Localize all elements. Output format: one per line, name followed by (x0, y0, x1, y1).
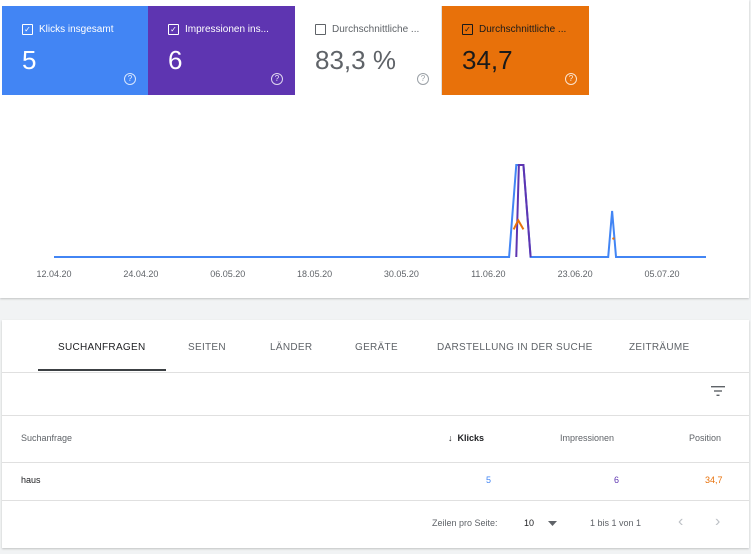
help-icon[interactable]: ? (565, 73, 577, 85)
checkbox-checked-icon[interactable]: ✓ (462, 24, 473, 35)
help-icon[interactable]: ? (271, 73, 283, 85)
next-page-button[interactable]: › (715, 513, 721, 530)
prev-page-button[interactable]: ‹ (678, 513, 684, 530)
pagination-bar: Zeilen pro Seite: 10 1 bis 1 von 1 ‹ › (2, 510, 749, 540)
metric-average-position[interactable]: ✓ Durchschnittliche ... 34,7 ? (442, 6, 589, 95)
table-header: Suchanfrage ↓ Klicks Impressionen Positi… (2, 415, 749, 463)
cell-query[interactable]: haus (21, 475, 41, 485)
cell-clicks: 5 (486, 475, 492, 485)
performance-chart-card: ✓ Klicks insgesamt 5 ? ✓ Impressionen ins.… (0, 0, 749, 298)
table-row[interactable]: haus 5 6 34,7 (2, 461, 749, 501)
metric-value: 6 (168, 45, 183, 75)
active-tab-indicator (38, 369, 166, 371)
metric-value: 34,7 (462, 45, 513, 75)
header-impressions[interactable]: Impressionen (560, 433, 615, 443)
checkbox-checked-icon[interactable]: ✓ (168, 24, 179, 35)
header-query[interactable]: Suchanfrage (21, 433, 73, 443)
checkbox-unchecked-icon[interactable] (315, 24, 326, 35)
rows-per-page-select[interactable]: 10 (524, 518, 535, 528)
header-clicks[interactable]: ↓ Klicks (448, 433, 484, 443)
x-tick-label: 23.06.20 (558, 269, 593, 279)
x-tick-label: 30.05.20 (384, 269, 419, 279)
metric-total-clicks[interactable]: ✓ Klicks insgesamt 5 ? (2, 6, 148, 95)
series-point (612, 237, 615, 240)
help-icon[interactable]: ? (124, 73, 136, 85)
tab-devices[interactable]: GERÄTE (355, 342, 398, 353)
pagination-range: 1 bis 1 von 1 (590, 518, 642, 528)
metric-value: 5 (22, 45, 37, 75)
x-tick-label: 12.04.20 (36, 269, 71, 279)
data-table-card: SUCHANFRAGEN SEITEN LÄNDER GERÄTE DARSTE… (2, 320, 749, 548)
header-clicks-label: Klicks (457, 433, 485, 443)
metric-label: Klicks insgesamt (39, 24, 114, 35)
metric-total-impressions[interactable]: ✓ Impressionen ins... 6 ? (148, 6, 295, 95)
series-line-0 (54, 164, 706, 258)
filter-icon[interactable] (711, 385, 725, 397)
sort-descending-icon: ↓ (448, 433, 453, 443)
help-icon[interactable]: ? (417, 73, 429, 85)
cell-position: 34,7 (705, 475, 723, 485)
metric-average-ctr[interactable]: Durchschnittliche ... 83,3 % ? (295, 6, 442, 95)
tab-dates[interactable]: ZEITRÄUME (629, 342, 690, 353)
metric-label: Durchschnittliche ... (479, 24, 567, 35)
metric-value: 83,3 % (315, 45, 396, 75)
tab-countries[interactable]: LÄNDER (270, 342, 313, 353)
x-tick-label: 05.07.20 (644, 269, 679, 279)
header-position[interactable]: Position (689, 433, 722, 443)
metric-label: Durchschnittliche ... (332, 24, 420, 35)
x-tick-label: 24.04.20 (123, 269, 158, 279)
tab-queries[interactable]: SUCHANFRAGEN (58, 342, 146, 353)
dimension-tabs: SUCHANFRAGEN SEITEN LÄNDER GERÄTE DARSTE… (2, 320, 749, 373)
x-tick-label: 11.06.20 (471, 269, 505, 279)
dropdown-arrow-icon[interactable] (548, 521, 557, 526)
checkbox-checked-icon[interactable]: ✓ (22, 24, 33, 35)
series-line-2 (512, 218, 525, 230)
series-line-1 (515, 164, 532, 258)
cell-impressions: 6 (614, 475, 620, 485)
rows-per-page-label: Zeilen pro Seite: (432, 518, 498, 528)
x-tick-label: 18.05.20 (297, 269, 332, 279)
x-tick-label: 06.05.20 (210, 269, 245, 279)
metric-label: Impressionen ins... (185, 24, 269, 35)
tab-search-appearance[interactable]: DARSTELLUNG IN DER SUCHE (437, 342, 593, 353)
performance-line-chart[interactable]: 12.04.20 24.04.20 06.05.20 18.05.20 30.05.20… (0, 100, 749, 290)
tab-pages[interactable]: SEITEN (188, 342, 226, 353)
